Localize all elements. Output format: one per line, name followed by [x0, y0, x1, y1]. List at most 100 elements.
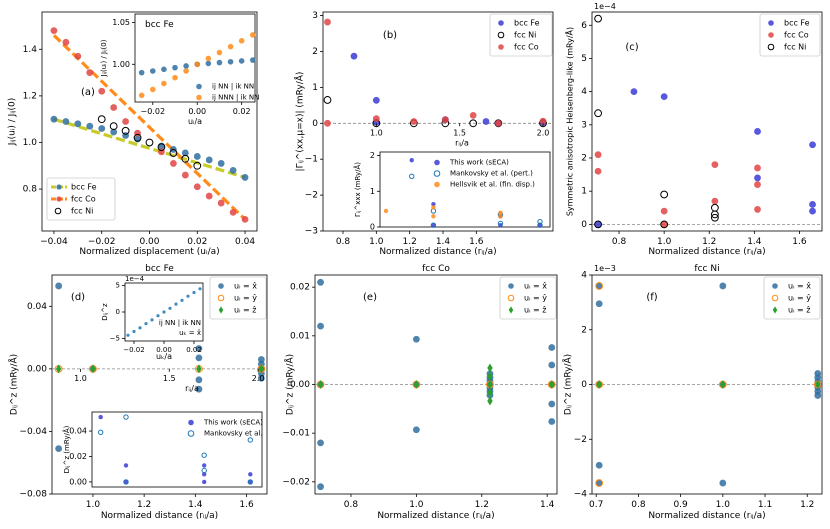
panel-label: (c): [625, 42, 638, 53]
data-point: [412, 426, 420, 434]
y-tick-label: 0: [312, 119, 318, 129]
data-point: [372, 115, 380, 123]
panel-c: 0.8 1.0 1.2 1.4 1.6 0 1 2 3 4 5 6 (c) 1e−4 Normalized …: [564, 2, 823, 257]
data-point: [110, 104, 118, 111]
y-tick-label: 0.04: [27, 302, 47, 312]
data-point: [110, 128, 118, 136]
legend-label: fcc Co: [514, 43, 539, 52]
data-point: [109, 122, 118, 131]
x-tick-label: 1.0: [86, 500, 101, 510]
data-point: [194, 61, 201, 68]
data-point: [754, 181, 761, 188]
legend-marker: [434, 159, 440, 166]
legend-marker: [497, 31, 505, 39]
x-tick-label: 1.6: [239, 500, 254, 510]
x-axis-label: Normalized distance (rᵢⱼ/a): [648, 247, 765, 257]
y-tick-label: 6: [581, 21, 587, 31]
legend-label: uᵢ = ẑ: [234, 306, 257, 315]
data-point: [126, 333, 130, 337]
data-point: [317, 483, 324, 491]
x-tick-label: 0.00: [139, 237, 159, 247]
data-point: [487, 388, 493, 398]
y-tick-label: 0.01: [290, 331, 310, 341]
data-point: [441, 116, 449, 124]
legend-marker: [54, 207, 62, 215]
data-point: [383, 208, 389, 214]
y-tick-label: 2: [370, 151, 375, 160]
legend-marker: [218, 306, 224, 314]
x-tick-label: 1.4: [436, 237, 451, 247]
data-point: [809, 201, 816, 208]
data-point: [241, 174, 249, 181]
legend-label: ij NN | ik NN: [212, 83, 254, 91]
data-point: [548, 344, 556, 351]
legend-label: uᵢ = ŷ: [788, 294, 811, 303]
legend-label: uᵢ = x̂: [234, 281, 257, 291]
y-tick-label: 0.00: [27, 364, 47, 374]
legend-marker: [196, 94, 202, 101]
x-axis-label: Normalized distance (rᵢⱼ/a): [379, 247, 496, 257]
legend-label: Mankovsky et al.: [204, 430, 263, 438]
x-tick-label: −0.02: [123, 346, 144, 354]
y-tick-label: 0: [116, 308, 120, 316]
data-point: [431, 223, 436, 228]
data-point: [195, 376, 203, 384]
panel-label: (b): [383, 30, 397, 41]
y-tick-label: 0: [370, 223, 375, 232]
legend-marker: [772, 306, 778, 314]
legend-marker: [772, 283, 778, 289]
data-point: [145, 138, 154, 147]
fit-line: [52, 34, 247, 221]
data-point: [595, 282, 604, 290]
data-point: [161, 66, 167, 73]
data-point: [720, 380, 726, 389]
data-point: [249, 32, 256, 38]
data-point: [174, 302, 178, 306]
data-point: [719, 282, 727, 290]
data-point: [248, 472, 253, 477]
data-point: [55, 364, 62, 374]
data-point: [229, 167, 237, 174]
data-point: [430, 222, 437, 228]
data-point: [815, 380, 821, 389]
data-point: [537, 218, 543, 225]
inset-y-label: Jᵢⱼ(uᵢ) / Jᵢⱼ(0): [100, 39, 108, 77]
data-point: [595, 300, 603, 308]
plot-title: fcc Co: [422, 264, 450, 274]
legend-label: fcc Ni: [71, 207, 93, 216]
data-point: [595, 479, 603, 487]
data-point: [257, 356, 265, 363]
legend-marker: [507, 294, 515, 302]
data-point: [498, 214, 503, 219]
y-tick-label: 0.02: [69, 452, 87, 461]
data-point: [487, 363, 493, 373]
data-point: [498, 210, 503, 215]
data-point: [132, 329, 136, 334]
data-point: [202, 463, 207, 468]
x-tick-label: 1.0: [369, 237, 384, 247]
data-point: [162, 310, 166, 314]
legend-marker: [56, 184, 62, 190]
data-point: [710, 213, 719, 222]
x-axis-label: Normalized displacement (uᵢ/a): [79, 247, 219, 257]
data-point: [195, 385, 203, 393]
data-point: [181, 154, 190, 163]
x-tick-label: 1.1: [758, 500, 772, 510]
x-tick-label: 1.2: [475, 500, 489, 510]
data-point: [487, 396, 493, 406]
data-point: [55, 282, 63, 290]
data-point: [183, 63, 189, 69]
data-point: [409, 173, 415, 179]
data-point: [180, 298, 184, 302]
data-point: [150, 318, 154, 322]
x-tick-label: 1.2: [702, 237, 716, 247]
y-tick-label: 1.2: [23, 91, 37, 101]
y-tick-label: 0.00: [290, 380, 310, 390]
data-point: [90, 364, 96, 374]
inner-x-tick-label: 2.0: [252, 374, 265, 383]
axis-exponent: 1e−3: [594, 264, 616, 273]
y-tick-label: −0.08: [19, 490, 47, 500]
legend-label: uᵢ = ŷ: [234, 294, 257, 303]
y-tick-label: −2: [574, 435, 587, 445]
